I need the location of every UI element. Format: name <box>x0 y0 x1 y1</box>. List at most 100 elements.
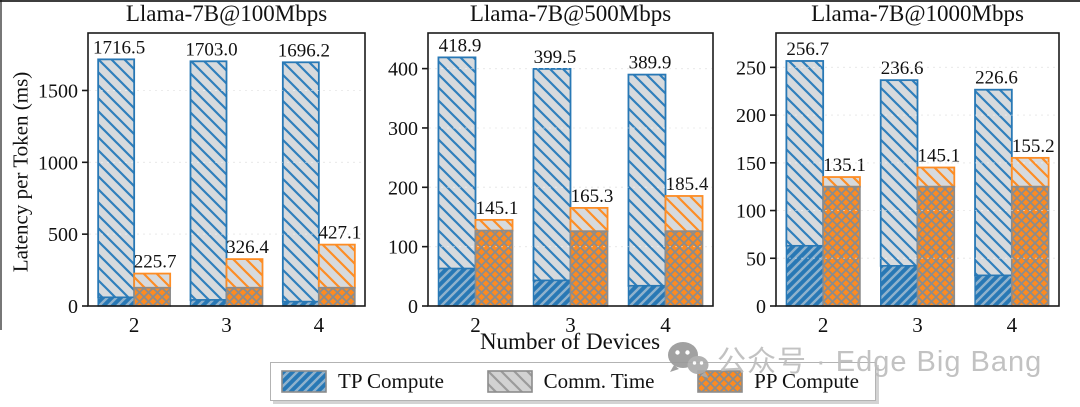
value-label-tp: 1716.5 <box>93 37 145 58</box>
y-tick-label: 400 <box>388 59 418 81</box>
bar-tp-comm-time <box>437 56 477 270</box>
y-tick-label: 100 <box>736 201 766 223</box>
legend-item-pp-compute: PP Compute <box>697 369 859 394</box>
bar-tp-compute <box>627 285 667 307</box>
chart-title: Llama-7B@1000Mbps <box>811 1 1024 26</box>
x-tick-label: 4 <box>314 313 325 337</box>
legend-item-comm-time: Comm. Time <box>486 369 655 394</box>
value-label-pp: 427.1 <box>318 223 361 244</box>
value-label-pp: 135.1 <box>823 155 866 176</box>
screenshot-top-edge <box>0 0 1080 2</box>
y-tick-label: 0 <box>408 296 418 318</box>
bar-pp-compute <box>318 286 356 307</box>
x-tick-label: 4 <box>660 313 671 337</box>
bar-tp-compute <box>785 245 824 307</box>
y-tick-label: 50 <box>746 248 766 270</box>
bar-pp-compute <box>664 230 704 307</box>
legend-label-pp-compute: PP Compute <box>754 369 859 393</box>
value-label-pp: 155.2 <box>1012 136 1055 157</box>
y-tick-label: 1000 <box>38 152 78 174</box>
bar-tp-comm-time <box>974 88 1013 277</box>
value-label-pp: 185.4 <box>666 174 709 195</box>
value-label-pp: 145.1 <box>476 198 519 219</box>
plot-frame <box>427 32 714 307</box>
tp-compute-swatch-icon <box>281 370 327 393</box>
value-label-tp: 226.6 <box>975 68 1018 89</box>
wechat-icon <box>668 342 709 378</box>
bar-tp-comm-time <box>785 60 825 247</box>
value-label-tp: 256.7 <box>786 39 829 60</box>
x-tick-label: 2 <box>818 313 829 337</box>
bar-pp-compute <box>916 185 956 307</box>
bar-tp-compute <box>437 267 477 307</box>
chart-title: Llama-7B@500Mbps <box>470 1 671 26</box>
bar-tp-comm-time <box>281 61 320 303</box>
bar-tp-comm-time <box>97 58 136 299</box>
value-label-tp: 1703.0 <box>185 39 237 60</box>
value-label-pp: 225.7 <box>134 252 177 273</box>
y-tick-label: 200 <box>736 105 766 127</box>
comm-time-swatch-icon <box>486 370 533 393</box>
x-tick-label: 3 <box>912 313 923 337</box>
bar-pp-comm-time <box>822 176 861 188</box>
watermark: 公众号 · Edge Big Bang <box>666 338 1042 380</box>
bar-pp-comm-time <box>664 195 704 233</box>
bar-pp-comm-time <box>916 166 956 188</box>
y-tick-label: 200 <box>388 177 418 199</box>
x-tick-label: 3 <box>221 313 232 337</box>
x-tick-label: 4 <box>1007 313 1018 337</box>
legend-label-comm-time: Comm. Time <box>543 369 655 393</box>
bar-tp-compute <box>532 279 572 307</box>
y-tick-label: 150 <box>736 153 766 175</box>
bar-pp-compute <box>133 286 171 307</box>
bar-charts: 1716.5225.721703.0326.431696.2427.140500… <box>38 1 1060 337</box>
bar-tp-comm-time <box>189 60 228 301</box>
bar-pp-compute <box>569 230 609 307</box>
value-label-tp: 389.9 <box>629 53 672 74</box>
bar-tp-compute <box>189 299 228 307</box>
bar-tp-compute <box>880 265 919 307</box>
value-label-tp: 236.6 <box>881 58 924 79</box>
value-label-tp: 418.9 <box>439 35 482 56</box>
value-label-pp: 145.1 <box>918 145 961 166</box>
screenshot-left-edge <box>0 0 2 330</box>
bar-tp-comm-time <box>627 73 667 287</box>
x-axis-label: Number of Devices <box>479 329 661 354</box>
x-tick-label: 3 <box>565 313 576 337</box>
bar-tp-compute <box>974 274 1013 307</box>
chart-title: Llama-7B@100Mbps <box>126 1 327 26</box>
y-tick-label: 0 <box>68 296 78 318</box>
bar-pp-compute <box>822 185 861 307</box>
y-tick-label: 100 <box>388 237 418 259</box>
bar-pp-compute <box>225 286 264 307</box>
bar-pp-comm-time <box>1010 156 1050 188</box>
legend-label-tp-compute: TP Compute <box>338 369 444 393</box>
plot-frame <box>775 32 1060 307</box>
bar-tp-compute <box>97 296 135 307</box>
bar-pp-comm-time <box>133 272 172 289</box>
value-label-pp: 165.3 <box>571 186 614 207</box>
bar-pp-comm-time <box>569 206 609 233</box>
watermark-text: 公众号 · Edge Big Bang <box>717 346 1043 378</box>
pp-compute-swatch-icon <box>697 370 743 393</box>
bar-pp-comm-time <box>317 243 356 289</box>
bar-pp-comm-time <box>474 218 514 232</box>
value-label-tp: 399.5 <box>534 47 577 68</box>
y-tick-label: 250 <box>736 57 766 79</box>
legend-item-tp-compute: TP Compute <box>281 369 444 394</box>
value-label-pp: 326.4 <box>226 237 269 258</box>
y-tick-label: 0 <box>756 296 766 318</box>
value-label-tp: 1696.2 <box>278 40 330 61</box>
bar-pp-comm-time <box>225 258 264 289</box>
bar-pp-compute <box>474 229 514 307</box>
y-tick-label: 500 <box>48 224 78 246</box>
y-tick-label: 300 <box>388 118 418 140</box>
legend: TP Compute Comm. Time PP Compute <box>270 362 876 401</box>
y-tick-label: 1500 <box>38 80 78 102</box>
x-tick-label: 2 <box>470 313 481 337</box>
x-tick-label: 2 <box>129 313 140 337</box>
bar-tp-comm-time <box>532 68 572 282</box>
bar-pp-compute <box>1011 185 1050 307</box>
bar-tp-comm-time <box>879 79 919 267</box>
